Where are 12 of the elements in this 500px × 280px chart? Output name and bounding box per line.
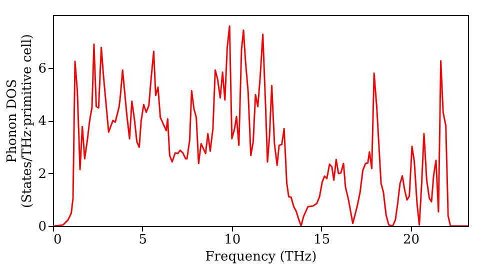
x-tick-label: 15 (314, 232, 330, 248)
x-tick-label: 5 (138, 232, 148, 248)
x-tick-label: 10 (224, 232, 241, 248)
y-tick-label: 0 (38, 220, 46, 234)
y-tick-label: 2 (38, 166, 46, 182)
y-tick-label: 4 (38, 114, 46, 129)
y-tick-label: 6 (38, 61, 46, 76)
y-axis-title: Phonon DOS (States/THz·primitive cell) (5, 34, 36, 208)
x-axis-title: Frequency (THz) (205, 250, 317, 264)
x-tick-label: 0 (54, 232, 62, 248)
x-tick-label: 20 (402, 232, 420, 248)
line-series (53, 25, 468, 226)
